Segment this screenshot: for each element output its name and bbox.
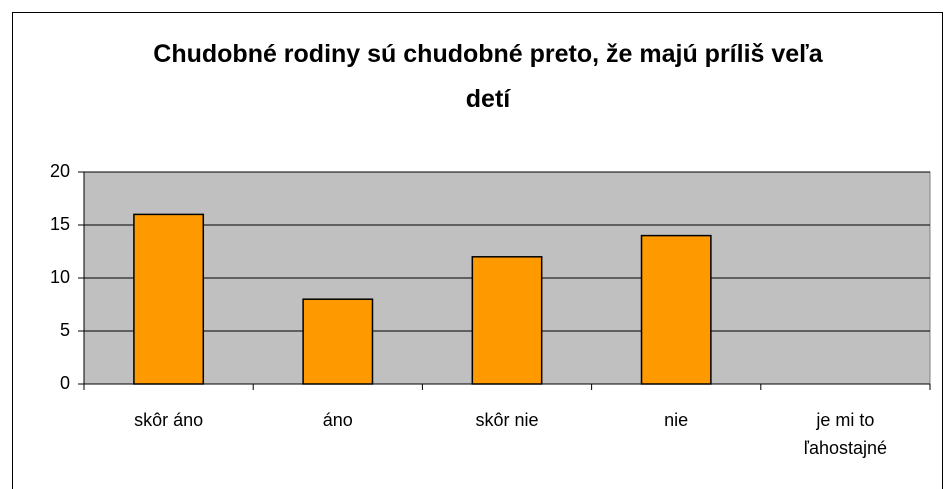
x-tick-label: nie [664, 410, 689, 430]
bar [302, 298, 374, 385]
chart-title: Chudobné rodiny sú chudobné preto, že ma… [153, 40, 823, 113]
y-tick-label: 10 [50, 267, 70, 287]
x-tick-label: áno [322, 410, 353, 430]
bar [640, 234, 712, 385]
x-tick-label: skôr áno [134, 410, 204, 430]
x-tick-label: je mi to ľahostajné [803, 410, 888, 458]
y-tick-label: 0 [60, 373, 70, 393]
bar [133, 213, 205, 385]
y-tick-label: 20 [50, 161, 70, 181]
y-tick-label: 5 [60, 320, 70, 340]
bar [471, 256, 543, 385]
y-tick-label: 15 [50, 214, 70, 234]
x-tick-label: skôr nie [475, 410, 539, 430]
